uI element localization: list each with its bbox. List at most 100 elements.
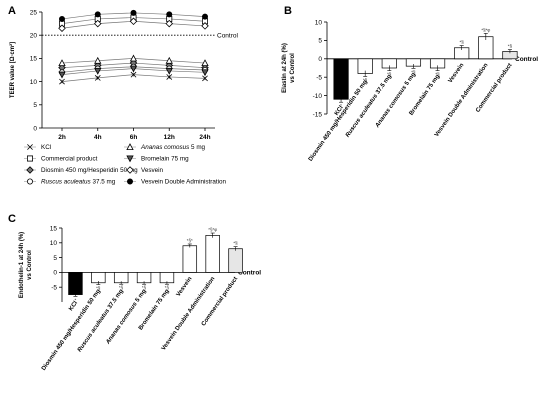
legend-entry: Bromelain 75 mg	[141, 156, 189, 163]
legend-entry: Ruscus aculeatus 37.5 mg	[41, 179, 116, 186]
y-tick-label: 5	[53, 255, 57, 262]
significance-mark: *§	[508, 44, 513, 49]
data-point	[165, 67, 173, 75]
x-tick-label: 2h	[58, 134, 66, 141]
legend-entry: KCl	[41, 144, 51, 151]
y-axis-label: Elastin at 24h (%)	[282, 43, 288, 93]
significance-mark: *§	[460, 40, 465, 45]
y-tick-label: 10	[30, 79, 38, 86]
significance-mark: *§	[233, 241, 238, 246]
significance-mark: *§	[411, 69, 416, 74]
bar	[159, 272, 175, 284]
significance-mark: *§	[363, 77, 368, 82]
significance-mark: *§*φ	[481, 27, 490, 32]
legend-marker	[126, 155, 134, 163]
bar	[136, 272, 152, 284]
data-point	[58, 24, 66, 33]
category-label: Ruscus aculeatus 37.5 mg	[77, 288, 125, 353]
y-tick-label: 5	[33, 102, 37, 109]
y-tick-label: 15	[30, 56, 38, 63]
legend-entry: Ananas comosus 5 mg	[140, 144, 206, 151]
data-point	[94, 11, 101, 18]
data-point	[94, 67, 102, 75]
data-point	[165, 56, 173, 64]
y-tick-label: 0	[53, 270, 57, 277]
legend-marker	[26, 178, 33, 185]
y-tick-label: 25	[30, 9, 38, 16]
significance-mark: *§*	[187, 238, 193, 243]
y-tick-label: 5	[318, 38, 322, 45]
legend-marker	[126, 166, 134, 174]
legend-entry: Vesvein Double Administration	[141, 179, 227, 186]
category-label: Vesvein	[448, 62, 466, 84]
significance-mark: *§	[96, 286, 101, 291]
panel-b: B -15 -10 -5 0 5 10 Control Elastin at 24h (%) vs…	[282, 5, 538, 163]
data-point	[201, 22, 209, 30]
bar	[228, 248, 243, 273]
data-point	[201, 69, 209, 77]
y-tick-label: 0	[318, 56, 322, 63]
y-tick-label: -15	[313, 111, 323, 118]
legend-marker	[127, 178, 134, 185]
data-point	[201, 59, 209, 67]
x-tick-label: 6h	[130, 134, 138, 141]
data-point	[166, 74, 173, 80]
y-tick-label: 10	[50, 240, 58, 247]
y-tick-label: 10	[315, 19, 323, 26]
data-point	[130, 9, 137, 16]
panel-letter: C	[8, 213, 16, 225]
data-point	[94, 56, 102, 64]
significance-mark: *§	[387, 72, 392, 77]
panel-letter: A	[8, 5, 16, 17]
category-label: KCl	[334, 105, 345, 117]
panel-c: C -5 0 5 10 15 Control Endothelin-1 at 24h (%) v…	[8, 213, 261, 372]
panel-letter: B	[284, 5, 292, 17]
y-tick-label: -10	[313, 93, 323, 100]
y-tick-label: 15	[50, 225, 58, 232]
y-tick-label: -5	[51, 285, 57, 292]
data-point	[94, 75, 101, 81]
legend: KCl Commercial product Diosmin 450 mg/Hesp…	[24, 143, 227, 186]
y-axis-label: vs Control	[27, 250, 33, 280]
bar	[182, 245, 198, 273]
significance-mark: *§	[142, 285, 147, 290]
data-point	[58, 71, 66, 79]
data-point	[129, 65, 138, 73]
y-tick-label: -5	[316, 75, 322, 82]
data-point	[201, 13, 208, 20]
significance-mark: *§	[165, 285, 170, 290]
data-point	[58, 59, 66, 67]
significance-mark: *	[75, 297, 77, 302]
x-tick-label: 24h	[199, 134, 210, 141]
legend-entry: Vesvein	[141, 167, 164, 174]
data-point	[130, 71, 137, 78]
data-point	[59, 15, 66, 22]
panel-a: A 0 5 10 15 20 25 2h 4h 6h 12h 24h TEER value [Ω·cm²…	[8, 5, 239, 186]
legend-marker	[26, 166, 34, 174]
y-axis-label: Endothelin-1 at 24h (%)	[19, 232, 25, 298]
legend-marker	[27, 144, 33, 150]
y-axis-label: vs Control	[290, 53, 296, 83]
bar	[68, 272, 83, 295]
legend-marker	[26, 155, 33, 162]
x-tick-label: 12h	[164, 134, 175, 141]
category-label: Ananas comosus 5 mg	[105, 288, 148, 346]
data-point	[165, 19, 174, 28]
y-tick-label: 0	[33, 125, 37, 132]
bar	[113, 272, 129, 284]
data-point	[166, 11, 173, 18]
data-point	[59, 78, 65, 85]
significance-mark: *§	[119, 285, 124, 290]
data-point	[129, 54, 138, 62]
category-label: Ananas comosus 5 mg	[374, 72, 417, 130]
significance-mark: *	[340, 103, 342, 108]
data-point	[129, 17, 138, 26]
y-axis-label: TEER value [Ω·cm²]	[9, 42, 16, 98]
significance-mark: *§	[435, 72, 440, 77]
significance-mark: *§*φ	[208, 227, 217, 232]
legend-entry: Commercial product	[41, 156, 98, 163]
axis-lines	[41, 12, 215, 129]
control-label: Control	[217, 33, 239, 40]
legend-entry: Diosmin 450 mg/Hesperidin 50 mg	[41, 167, 138, 174]
